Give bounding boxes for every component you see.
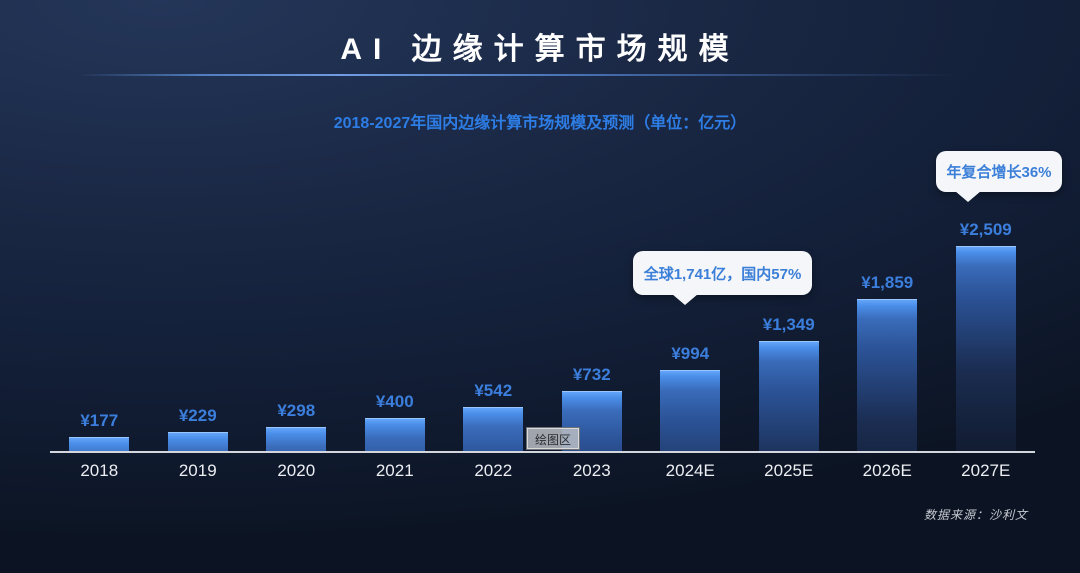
callout-cagr: 年复合增长36% (936, 151, 1062, 202)
x-tick-2021: 2021 (375, 461, 414, 480)
plot-area-tooltip: 绘图区 (525, 427, 581, 450)
chart-subtitle: 2018-2027年国内边缘计算市场规模及预测（单位：亿元） (333, 115, 747, 132)
x-tick-2020: 2020 (277, 461, 316, 480)
bar-value-label: ¥542 (474, 381, 513, 400)
bar-2018[interactable] (69, 437, 130, 451)
bars-row: ¥177 ¥229 ¥298 ¥400 ¥542 ¥732 ¥994 ¥1,349 ¥1,859… (50, 151, 1035, 451)
callout-global-share: 全球1,741亿，国内57% (633, 251, 812, 305)
callout-tail (955, 191, 981, 202)
data-source-note: 数据来源：沙利文 (923, 508, 1028, 522)
bar-2022[interactable] (463, 407, 524, 451)
bar-column: ¥994 (641, 151, 740, 451)
bar-value-label: ¥400 (375, 392, 414, 411)
bar-column: ¥2,509 (937, 151, 1036, 451)
x-axis-line (50, 451, 1035, 453)
bar-column: ¥542 (444, 151, 543, 451)
x-tick-2025E: 2025E (764, 461, 814, 480)
callout-tail (672, 294, 698, 305)
bar-column: ¥400 (346, 151, 445, 451)
title-divider (77, 74, 958, 76)
callout-global-share-text: 全球1,741亿，国内57% (643, 265, 802, 283)
bar-column: ¥732 (543, 151, 642, 451)
x-axis-labels: 2018 2019 2020 2021 2022 2023 2024E 2025E 2026E 2… (50, 461, 1035, 481)
bar-2025E[interactable] (758, 341, 819, 451)
x-tick-2024E: 2024E (665, 461, 715, 480)
bar-column: ¥1,859 (838, 151, 937, 451)
x-tick-2018: 2018 (80, 461, 119, 480)
bar-value-label: ¥732 (572, 365, 611, 384)
x-tick-2022: 2022 (474, 461, 513, 480)
bar-value-label: ¥298 (277, 401, 316, 420)
bar-value-label: ¥994 (671, 344, 710, 363)
x-tick-2027E: 2027E (961, 461, 1011, 480)
x-tick-2026E: 2026E (862, 461, 912, 480)
bar-column: ¥229 (149, 151, 248, 451)
bar-column: ¥298 (247, 151, 346, 451)
bar-2020[interactable] (266, 427, 327, 451)
bar-column: ¥177 (50, 151, 149, 451)
bar-value-label: ¥1,859 (861, 273, 914, 292)
bar-2026E[interactable] (857, 299, 918, 451)
bar-2021[interactable] (364, 418, 425, 451)
bar-column: ¥1,349 (740, 151, 839, 451)
bar-value-label: ¥1,349 (762, 315, 815, 334)
bar-2019[interactable] (167, 432, 228, 451)
x-tick-2023: 2023 (572, 461, 611, 480)
bar-value-label: ¥2,509 (959, 220, 1012, 239)
page-title: AI 边缘计算市场规模 (340, 33, 740, 66)
x-tick-2019: 2019 (178, 461, 217, 480)
bar-chart[interactable]: ¥177 ¥229 ¥298 ¥400 ¥542 ¥732 ¥994 ¥1,349 ¥1,859… (50, 151, 1035, 451)
bar-2027E[interactable] (955, 246, 1016, 451)
callout-cagr-text: 年复合增长36% (946, 164, 1052, 181)
bar-value-label: ¥229 (178, 406, 217, 425)
bar-value-label: ¥177 (80, 411, 119, 430)
bar-2024E[interactable] (660, 370, 721, 451)
